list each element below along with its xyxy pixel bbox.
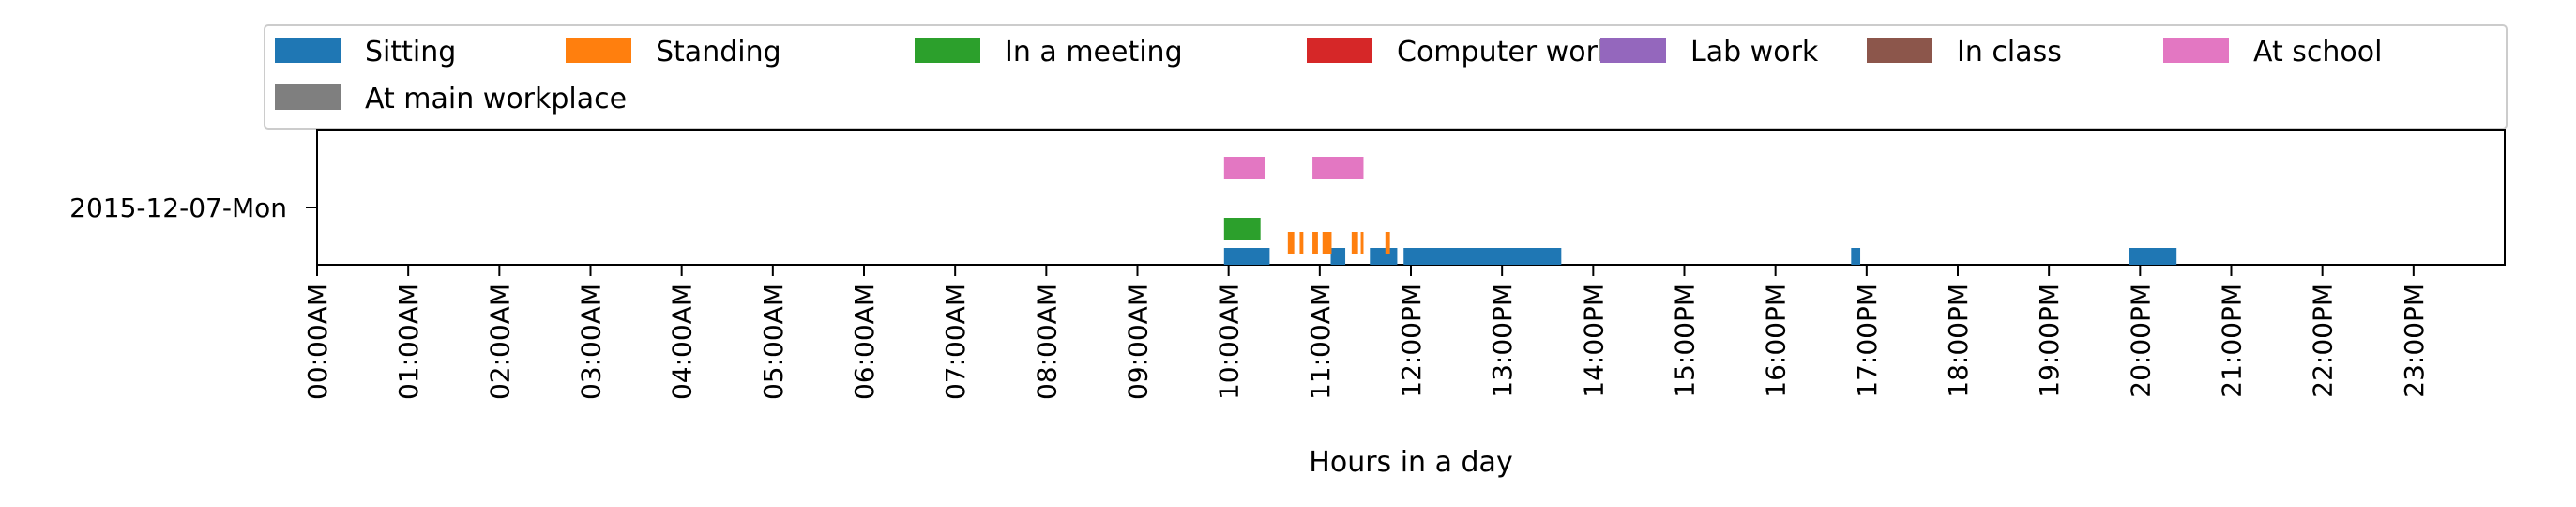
legend-swatch (275, 38, 341, 63)
x-tick-label: 07:00AM (940, 284, 971, 400)
legend-swatch (1867, 38, 1932, 63)
bar-standing (1351, 232, 1358, 254)
legend-label: In a meeting (1005, 36, 1183, 69)
legend: Sitting Standing In a meeting Computer work… (264, 24, 2508, 130)
bar-standing (1299, 232, 1304, 254)
x-tick-label: 16:00PM (1761, 284, 1792, 398)
x-tick-label: 20:00PM (2125, 284, 2156, 398)
x-tick-label: 22:00PM (2308, 284, 2339, 398)
legend-label: Sitting (365, 36, 456, 69)
x-tick-label: 18:00PM (1943, 284, 1974, 398)
legend-swatch (915, 38, 980, 63)
bar-standing (1287, 232, 1295, 254)
x-tick-label: 23:00PM (2399, 284, 2430, 398)
chart-marks (1223, 157, 2177, 265)
bar-standing (1385, 232, 1390, 254)
x-tick-label: 02:00AM (484, 284, 515, 400)
legend-label: Computer work (1397, 36, 1614, 69)
legend-label: Lab work (1690, 36, 1819, 69)
x-tick-label: 11:00AM (1305, 284, 1336, 400)
y-axis: 2015-12-07-Mon (69, 192, 317, 223)
legend-swatch (2163, 38, 2229, 63)
legend-label: Standing (656, 36, 781, 69)
legend-swatch (275, 84, 341, 110)
x-tick-label: 06:00AM (849, 284, 880, 400)
legend-swatch (1307, 38, 1372, 63)
bar-sitting (1851, 248, 1861, 265)
x-tick-label: 14:00PM (1578, 284, 1609, 398)
x-tick-label: 13:00PM (1487, 284, 1518, 398)
x-tick-label: 05:00AM (758, 284, 789, 400)
x-tick-label: 03:00AM (576, 284, 607, 400)
bar-sitting (1223, 248, 1270, 265)
x-tick-label: 09:00AM (1123, 284, 1154, 400)
bar-sitting (2129, 248, 2177, 265)
x-tick-label: 12:00PM (1396, 284, 1427, 398)
bar-in-a-meeting (1223, 218, 1261, 240)
y-tick-label: 2015-12-07-Mon (69, 192, 287, 223)
bar-sitting (1403, 248, 1562, 265)
bar-sitting (1370, 248, 1398, 265)
bar-standing (1360, 232, 1364, 254)
x-tick-label: 17:00PM (1852, 284, 1883, 398)
x-tick-label: 00:00AM (302, 284, 333, 400)
plot-area-frame (316, 129, 2506, 266)
legend-label: At main workplace (365, 83, 627, 115)
bar-at-school (1223, 157, 1265, 179)
x-axis-label: Hours in a day (1309, 446, 1512, 479)
x-tick-label: 10:00AM (1214, 284, 1245, 400)
x-tick-label: 08:00AM (1031, 284, 1062, 400)
legend-swatch (1600, 38, 1666, 63)
x-tick-label: 21:00PM (2217, 284, 2248, 398)
x-axis: 00:00AM 01:00AM 02:00AM 03:00AM 04:00AM 05:00… (302, 265, 2430, 400)
legend-label: In class (1957, 36, 2062, 69)
legend-swatch (566, 38, 631, 63)
bar-standing (1322, 232, 1332, 254)
bar-standing (1312, 232, 1318, 254)
legend-label: At school (2253, 36, 2382, 69)
x-tick-label: 19:00PM (2034, 284, 2065, 398)
x-tick-label: 01:00AM (393, 284, 424, 400)
x-tick-label: 15:00PM (1670, 284, 1701, 398)
bar-sitting (1330, 248, 1346, 265)
bar-at-school (1312, 157, 1364, 179)
x-tick-label: 04:00AM (667, 284, 698, 400)
